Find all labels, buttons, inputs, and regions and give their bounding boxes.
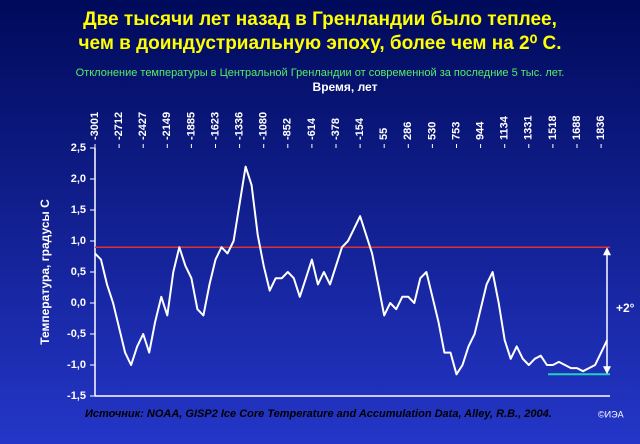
x-tick-label: -2427 <box>137 112 149 140</box>
x-tick-label: 1331 <box>523 116 535 140</box>
y-tick-label: 0,5 <box>71 266 86 278</box>
x-tick-label: 944 <box>474 121 486 140</box>
x-tick-label: 1836 <box>595 116 607 140</box>
x-tick-label: 1518 <box>547 116 559 140</box>
x-axis-title: Время, лет <box>313 80 378 94</box>
source: Источник: NOAA, GISP2 Ice Core Temperatu… <box>85 408 552 420</box>
x-tick-label: -2149 <box>161 112 173 140</box>
y-tick-label: 0,0 <box>71 297 86 309</box>
x-tick-label: 286 <box>402 122 414 140</box>
y-tick-label: 2,0 <box>71 173 86 185</box>
x-tick-label: -614 <box>306 117 318 140</box>
x-tick-label: -1336 <box>234 112 246 140</box>
title-line: Две тысячи лет назад в Гренландии было т… <box>83 9 557 30</box>
x-tick-label: -1080 <box>258 112 270 140</box>
x-tick-label: 530 <box>426 122 438 140</box>
credit: ©ИЭА <box>598 409 624 419</box>
x-tick-label: -378 <box>330 118 342 140</box>
title-line: чем в доиндустриальную эпоху, более чем … <box>78 33 561 54</box>
x-tick-label: -1623 <box>209 112 221 140</box>
y-tick-label: -0,5 <box>67 328 86 340</box>
y-tick-label: 1,0 <box>71 235 86 247</box>
x-tick-label: 1134 <box>499 115 511 140</box>
annotation: +2° <box>616 301 635 315</box>
x-tick-label: -1885 <box>185 112 197 140</box>
x-tick-label: -852 <box>282 118 294 140</box>
x-tick-label: -2712 <box>113 112 125 140</box>
arrow-head <box>603 366 611 375</box>
y-tick-label: -1,0 <box>67 359 86 371</box>
x-tick-label: 55 <box>378 128 390 140</box>
y-tick-label: 1,5 <box>71 204 86 216</box>
subtitle: Отклонение температуры в Центральной Гре… <box>76 67 565 79</box>
y-tick-label: -1,5 <box>67 390 86 402</box>
y-axis-title: Температура, градусы С <box>38 199 52 345</box>
x-tick-label: 1688 <box>571 116 583 140</box>
data-line <box>94 165 609 376</box>
x-tick-label: -154 <box>354 117 366 140</box>
x-tick-label: -3001 <box>89 112 101 140</box>
y-tick-label: 2,5 <box>71 142 86 154</box>
x-tick-label: 753 <box>450 122 462 140</box>
arrow-head <box>603 247 611 256</box>
